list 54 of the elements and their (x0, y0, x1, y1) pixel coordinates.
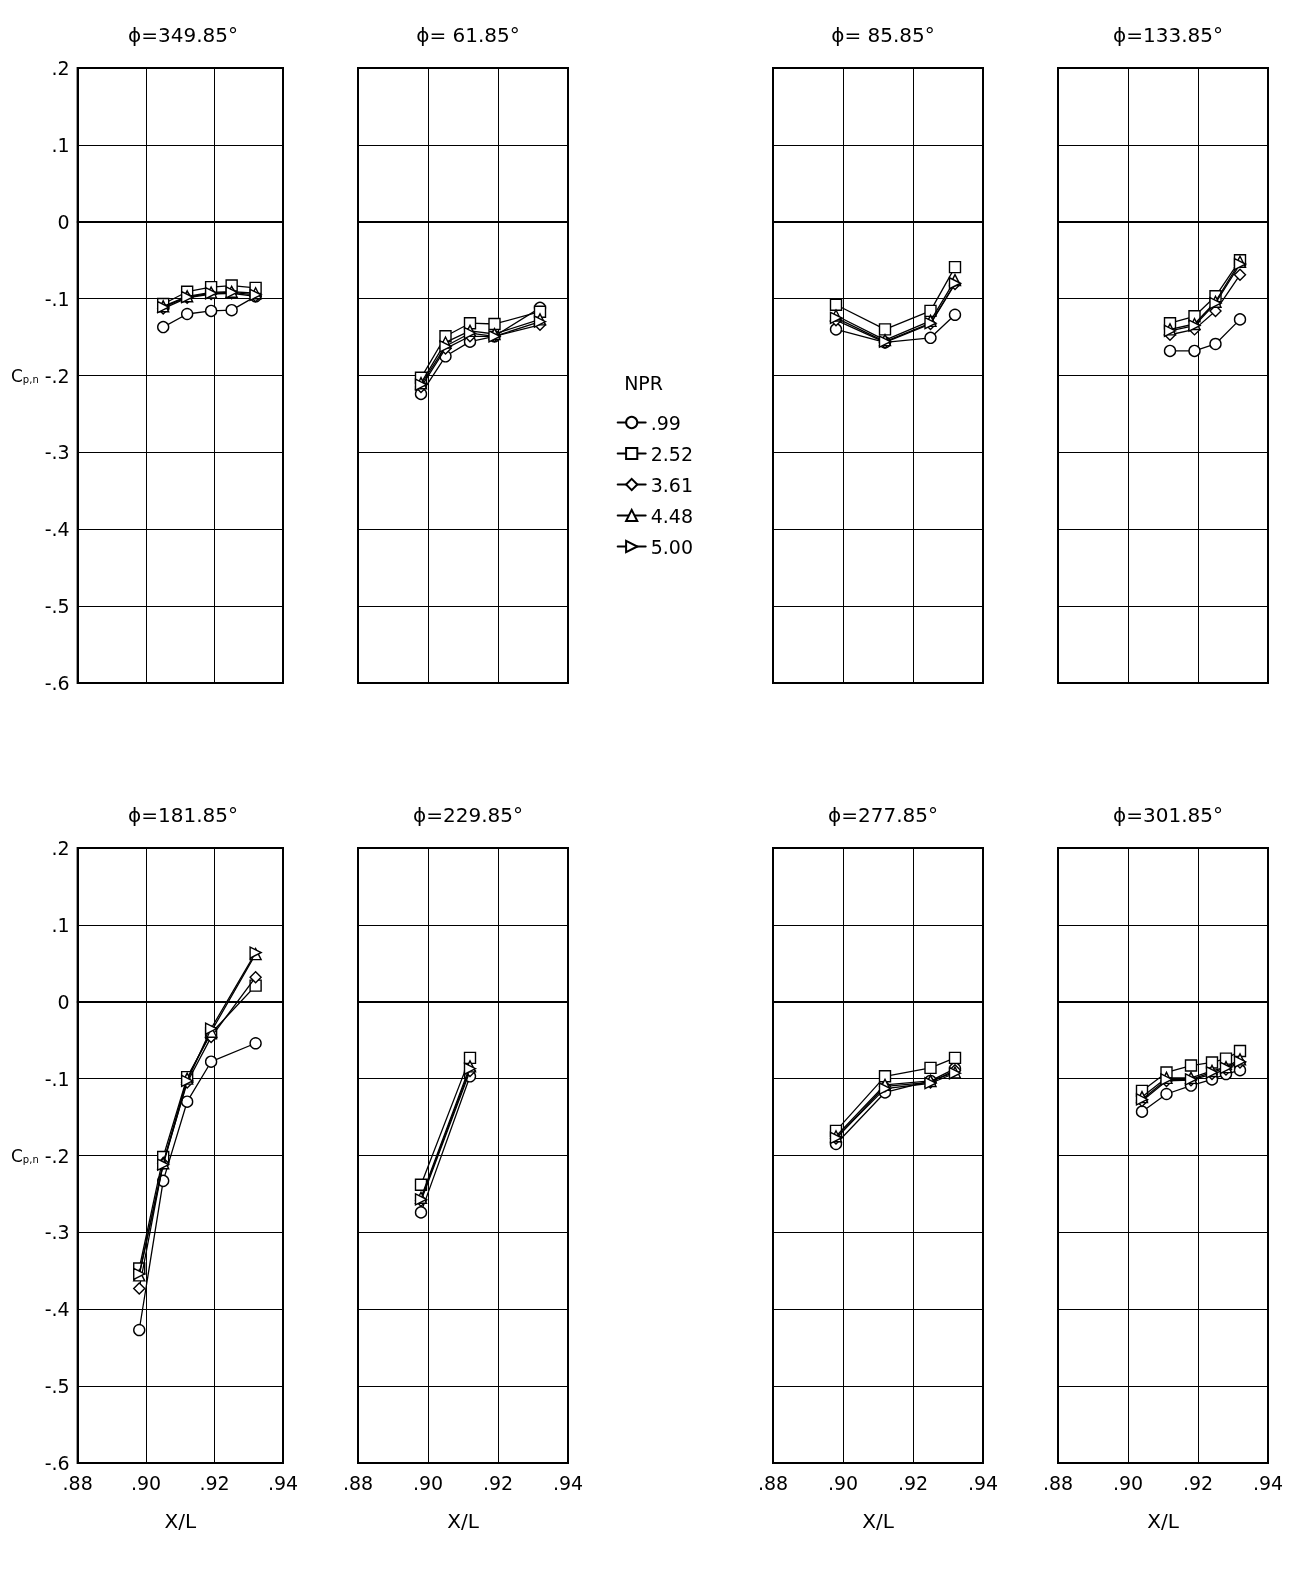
legend-label: 3.61 (650, 473, 694, 496)
y-tick-label: 0 (57, 210, 70, 233)
y-tick-label: .1 (51, 133, 70, 156)
chart-title: ϕ= 85.85° (831, 23, 935, 47)
y-tick-label: -.2 (44, 1144, 70, 1167)
chart-title: ϕ= 61.85° (416, 23, 520, 47)
x-tick-label: .94 (967, 1471, 999, 1494)
y-tick-label: -.1 (44, 1067, 70, 1090)
chart-title: ϕ=349.85° (128, 23, 238, 47)
y-tick-label: -.5 (44, 1375, 70, 1398)
chart-title: ϕ=229.85° (413, 803, 523, 827)
legend-label: 5.00 (650, 535, 694, 558)
chart-title: ϕ=277.85° (828, 803, 938, 827)
y-tick-label: -.5 (44, 595, 70, 618)
y-axis-title: Cp,n (11, 1145, 39, 1166)
x-tick-label: .92 (199, 1471, 230, 1494)
chart-title: ϕ=301.85° (1113, 803, 1223, 827)
y-tick-label: -.6 (44, 1452, 70, 1474)
y-tick-label: .1 (51, 913, 70, 936)
y-axis-title: Cp,n (11, 365, 39, 386)
y-tick-label: -.3 (44, 1221, 70, 1244)
chart-title: ϕ=133.85° (1113, 23, 1223, 47)
y-tick-label: -.6 (44, 672, 70, 694)
x-tick-label: .88 (757, 1471, 789, 1494)
x-tick-label: .92 (897, 1471, 929, 1494)
x-tick-label: .88 (342, 1471, 374, 1494)
x-tick-label: .92 (482, 1471, 514, 1494)
y-tick-label: -.2 (44, 364, 70, 387)
x-tick-label: .94 (552, 1471, 584, 1494)
y-tick-label: .2 (51, 837, 70, 859)
x-axis-title: X/L (164, 1509, 197, 1533)
y-tick-label: -.4 (44, 1298, 70, 1321)
legend-title: NPR (624, 371, 663, 394)
legend-label: 4.48 (650, 504, 694, 527)
y-tick-label: 0 (57, 990, 70, 1013)
x-tick-label: .90 (827, 1471, 859, 1494)
y-tick-label: -.1 (44, 287, 70, 310)
x-axis-title: X/L (862, 1509, 895, 1533)
x-tick-label: .94 (267, 1471, 299, 1494)
chart-title: ϕ=181.85° (128, 803, 238, 827)
x-tick-label: .94 (1252, 1471, 1284, 1494)
x-tick-label: .90 (130, 1471, 162, 1494)
x-tick-label: .90 (1112, 1471, 1144, 1494)
x-tick-label: .88 (62, 1471, 93, 1494)
legend-label: 2.52 (650, 442, 694, 465)
x-tick-label: .88 (1042, 1471, 1074, 1494)
x-axis-title: X/L (1147, 1509, 1180, 1533)
x-tick-label: .90 (412, 1471, 444, 1494)
legend-label: .99 (650, 411, 681, 434)
x-tick-label: .92 (1182, 1471, 1214, 1494)
y-tick-label: -.3 (44, 441, 70, 464)
y-tick-label: -.4 (44, 518, 70, 541)
y-tick-label: .2 (51, 57, 70, 79)
x-axis-title: X/L (447, 1509, 480, 1533)
